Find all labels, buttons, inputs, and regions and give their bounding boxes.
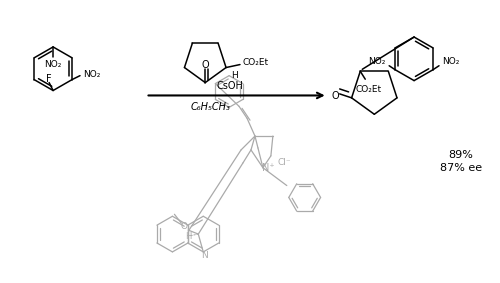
- Text: NO₂: NO₂: [83, 70, 100, 79]
- Text: O: O: [332, 91, 340, 101]
- Text: NO₂: NO₂: [442, 57, 460, 66]
- Text: NO₂: NO₂: [368, 57, 386, 66]
- Text: CO₂Et: CO₂Et: [355, 85, 382, 94]
- Text: H: H: [185, 231, 192, 241]
- Text: 89%: 89%: [448, 150, 473, 160]
- Text: C₆H₅CH₃: C₆H₅CH₃: [190, 102, 230, 112]
- Text: Cl⁻: Cl⁻: [278, 158, 291, 167]
- Text: CsOH: CsOH: [216, 81, 244, 91]
- Text: O: O: [202, 60, 209, 70]
- Text: N⁺: N⁺: [262, 163, 274, 173]
- Text: NO₂: NO₂: [44, 60, 62, 69]
- Text: F: F: [46, 74, 52, 83]
- Text: O: O: [181, 222, 188, 231]
- Text: CO₂Et: CO₂Et: [243, 58, 269, 67]
- Text: H: H: [230, 71, 237, 80]
- Text: N: N: [201, 251, 207, 260]
- Text: 87% ee: 87% ee: [440, 163, 482, 173]
